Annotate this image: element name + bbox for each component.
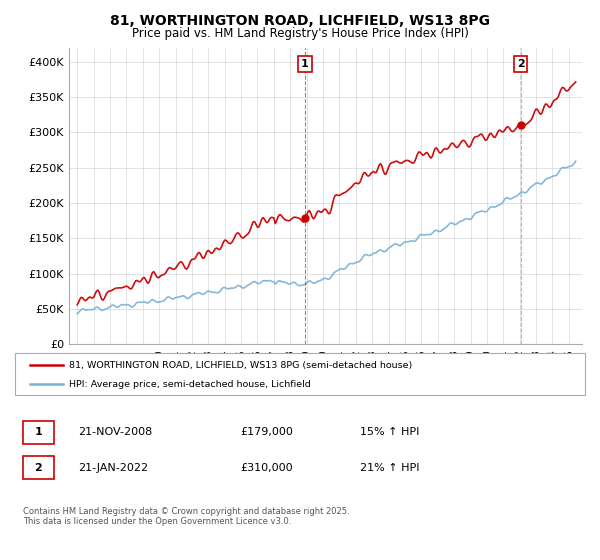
Text: £179,000: £179,000 <box>240 427 293 437</box>
Text: HPI: Average price, semi-detached house, Lichfield: HPI: Average price, semi-detached house,… <box>69 380 311 389</box>
Text: 1: 1 <box>301 59 309 69</box>
Text: 2: 2 <box>35 463 42 473</box>
Text: 21-JAN-2022: 21-JAN-2022 <box>78 463 148 473</box>
Text: £310,000: £310,000 <box>240 463 293 473</box>
Text: Price paid vs. HM Land Registry's House Price Index (HPI): Price paid vs. HM Land Registry's House … <box>131 27 469 40</box>
Text: 81, WORTHINGTON ROAD, LICHFIELD, WS13 8PG (semi-detached house): 81, WORTHINGTON ROAD, LICHFIELD, WS13 8P… <box>69 361 412 370</box>
Text: 1: 1 <box>35 427 42 437</box>
Text: Contains HM Land Registry data © Crown copyright and database right 2025.
This d: Contains HM Land Registry data © Crown c… <box>23 507 349 526</box>
Text: 15% ↑ HPI: 15% ↑ HPI <box>360 427 419 437</box>
Text: 2: 2 <box>517 59 524 69</box>
Text: 81, WORTHINGTON ROAD, LICHFIELD, WS13 8PG: 81, WORTHINGTON ROAD, LICHFIELD, WS13 8P… <box>110 14 490 28</box>
Text: 21-NOV-2008: 21-NOV-2008 <box>78 427 152 437</box>
Text: 21% ↑ HPI: 21% ↑ HPI <box>360 463 419 473</box>
